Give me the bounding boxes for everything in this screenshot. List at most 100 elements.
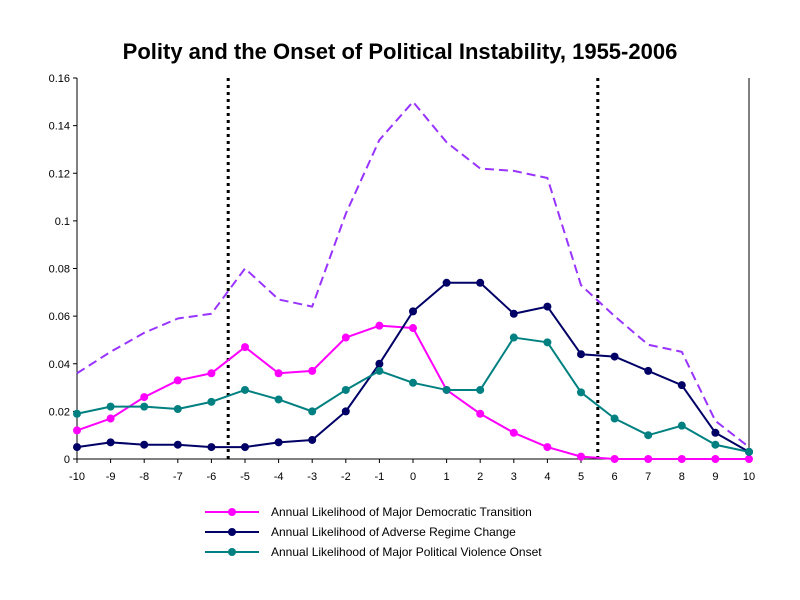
data-point [173,440,182,449]
y-tick-label: 0.16 [49,73,70,85]
x-tick-label: 4 [544,471,550,483]
data-point [677,381,686,390]
data-point [745,447,753,456]
data-point [173,404,182,413]
data-point [711,455,720,463]
data-point [140,393,149,402]
x-tick-label: 6 [612,471,618,483]
x-tick-label: -10 [69,471,85,483]
data-point [375,321,384,330]
data-point [409,378,417,387]
x-tick-label: 10 [743,471,755,483]
data-point [409,324,417,333]
data-point [610,455,619,463]
data-point [308,366,317,375]
x-tick-label: -7 [173,471,183,483]
data-point [509,333,518,342]
data-point [106,414,115,423]
x-tick-label: 2 [477,471,483,483]
y-tick-label: 0.02 [49,406,70,418]
data-point [140,440,149,449]
axes: 00.020.040.060.080.10.120.140.16-10 -9 -8-… [49,73,756,483]
data-point [106,402,115,411]
data-point [409,307,417,316]
data-point [241,443,249,452]
data-point [207,397,216,406]
data-point [375,359,384,368]
data-point [711,440,720,449]
x-tick-label: -4 [274,471,284,483]
data-point [476,385,485,394]
data-point [543,302,552,311]
data-point [274,438,283,447]
data-point [610,352,619,361]
data-point [509,428,518,437]
data-point [106,438,115,447]
chart-title: Polity and the Onset of Political Instab… [123,39,678,64]
data-point [442,278,451,287]
x-tick-label: 9 [712,471,718,483]
x-tick-label: -8 [139,471,149,483]
y-tick-label: 0.1 [55,216,70,228]
data-point [577,452,585,461]
y-tick-label: 0.04 [49,359,70,371]
y-tick-label: 0.08 [49,264,70,276]
x-tick-label: 5 [578,471,584,483]
legend-label: Annual Likelihood of Major Political Vio… [271,545,542,559]
data-point [375,366,384,375]
data-point [207,369,216,378]
data-point [207,443,216,452]
x-tick-label: -9 [106,471,116,483]
data-point [341,407,350,416]
x-tick-label: -3 [307,471,317,483]
data-point [308,435,317,444]
x-tick-label: 3 [511,471,517,483]
y-tick-label: 0.14 [49,121,70,133]
data-point [73,443,81,452]
data-point [341,385,350,394]
x-tick-label: -2 [341,471,351,483]
data-point [274,369,283,378]
plot-area [73,100,753,463]
x-tick-label: -1 [375,471,385,483]
data-point [241,343,249,352]
legend-label: Annual Likelihood of Adverse Regime Chan… [271,525,516,539]
x-tick-label: 0 [410,471,416,483]
x-tick-label: -5 [240,471,250,483]
legend-swatch-marker [228,548,236,556]
y-tick-label: 0.12 [49,168,70,180]
data-point [610,414,619,423]
legend-swatch-marker [228,508,236,516]
x-tick-label: 1 [444,471,450,483]
data-point [644,366,653,375]
series-line-3 [76,100,750,448]
data-point [543,338,552,347]
data-point [644,455,653,463]
data-point [745,455,753,463]
y-tick-label: 0 [64,454,70,466]
legend-swatch-marker [228,528,236,536]
data-point [274,395,283,404]
data-point [476,278,485,287]
data-point [140,402,149,411]
y-tick-label: 0.06 [49,311,70,323]
data-point [577,388,585,397]
legend-label: Annual Likelihood of Major Democratic Tr… [271,505,532,519]
data-point [241,385,249,394]
data-point [442,385,451,394]
x-tick-label: 8 [679,471,685,483]
x-tick-label: 7 [645,471,651,483]
data-point [677,421,686,430]
data-point [577,350,585,359]
data-point [711,428,720,437]
data-point [73,409,81,418]
data-point [341,333,350,342]
data-point [509,309,518,318]
legend: Annual Likelihood of Major Democratic Tr… [205,505,542,559]
data-point [476,409,485,418]
data-point [677,455,686,463]
data-point [543,443,552,452]
data-point [308,407,317,416]
data-point [173,376,182,385]
